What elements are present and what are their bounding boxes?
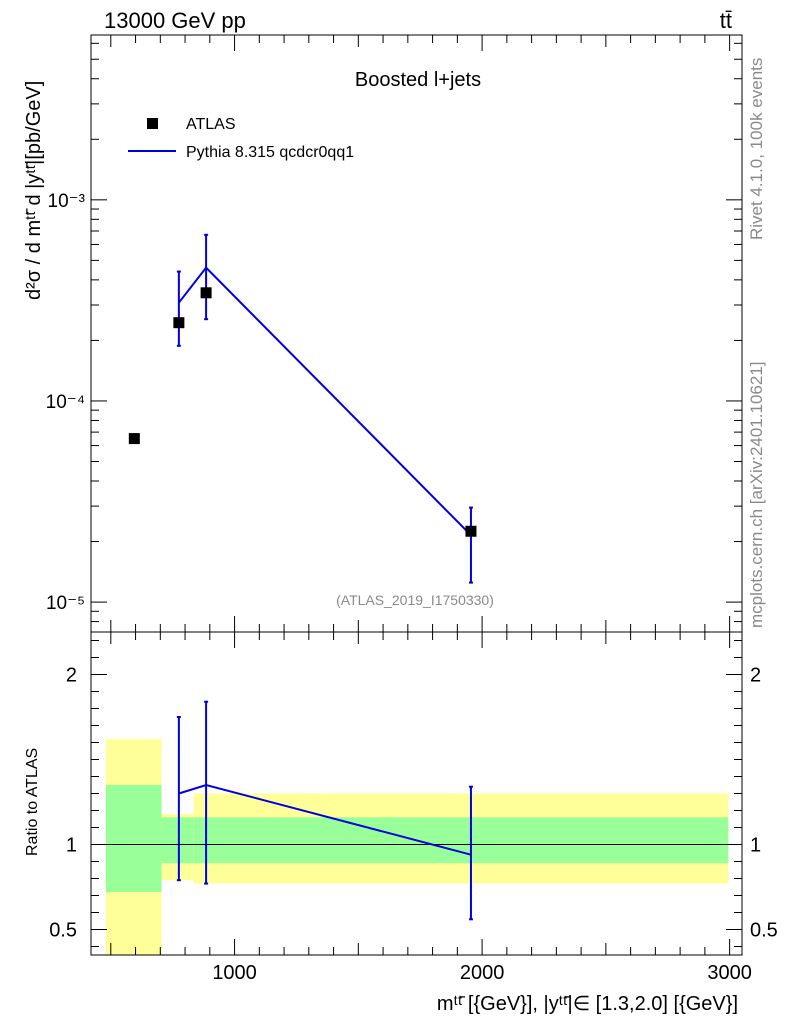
- main-y-tick-label: 10⁻³: [48, 191, 86, 212]
- rivet-version-label: Rivet 4.1.0, 100k events: [747, 58, 766, 240]
- ratio-panel: 0.5 0.5 1 1 2 2 1000 2000 3000: [49, 631, 778, 984]
- x-tick-label: 2000: [460, 962, 505, 984]
- main-y-tick-label: 10⁻⁵: [46, 593, 85, 614]
- atlas-data-point: [200, 287, 212, 299]
- main-y-tick-label: 10⁻⁴: [46, 392, 85, 413]
- atlas-data-point: [465, 525, 477, 537]
- main-y-axis-label: d²σ / d mᵗᵗ̄ d |yᵗᵗ̄|[pb/GeV]: [23, 81, 45, 300]
- legend-marker-atlas: [147, 118, 158, 129]
- main-panel: Boosted l+jets (ATLAS_2019_I1750330) ATL…: [46, 34, 743, 633]
- legend-label-atlas: ATLAS: [186, 116, 236, 133]
- ratio-uncertainty-band-inner: [161, 817, 194, 864]
- ratio-y-tick-label-right: 2: [750, 665, 761, 687]
- energy-label: 13000 GeV pp: [104, 8, 246, 33]
- x-tick-label: 1000: [212, 962, 257, 984]
- main-chart-title: Boosted l+jets: [355, 69, 481, 91]
- analysis-watermark: (ATLAS_2019_I1750330): [336, 592, 494, 608]
- ratio-y-axis-label: Ratio to ATLAS: [24, 748, 41, 856]
- ratio-uncertainty-band-inner: [105, 785, 162, 893]
- x-axis-label: mᵗᵗ̄ [{GeV}], |yᵗᵗ̄|∈ [1.3,2.0] [{GeV}]: [437, 993, 738, 1015]
- atlas-data-point: [128, 433, 140, 445]
- mcplots-source-label: mcplots.cern.ch [arXiv:2401.10621]: [747, 362, 766, 628]
- ratio-uncertainty-band-inner: [193, 817, 729, 864]
- legend: ATLAS Pythia 8.315 qcdcr0qq1: [128, 116, 354, 161]
- ratio-plot-frame: [90, 631, 743, 956]
- ratio-y-tick-label-left: 0.5: [49, 920, 77, 942]
- main-pythia-line: [178, 266, 472, 536]
- ratio-y-tick-label-right: 0.5: [750, 920, 778, 942]
- legend-label-pythia: Pythia 8.315 qcdcr0qq1: [186, 144, 354, 161]
- x-tick-label: 3000: [707, 962, 752, 984]
- atlas-data-point: [173, 317, 185, 329]
- ratio-y-tick-label-left: 2: [66, 665, 77, 687]
- ratio-y-tick-label-left: 1: [66, 835, 77, 857]
- process-label: tt̄: [720, 8, 732, 33]
- ratio-y-tick-label-right: 1: [750, 835, 761, 857]
